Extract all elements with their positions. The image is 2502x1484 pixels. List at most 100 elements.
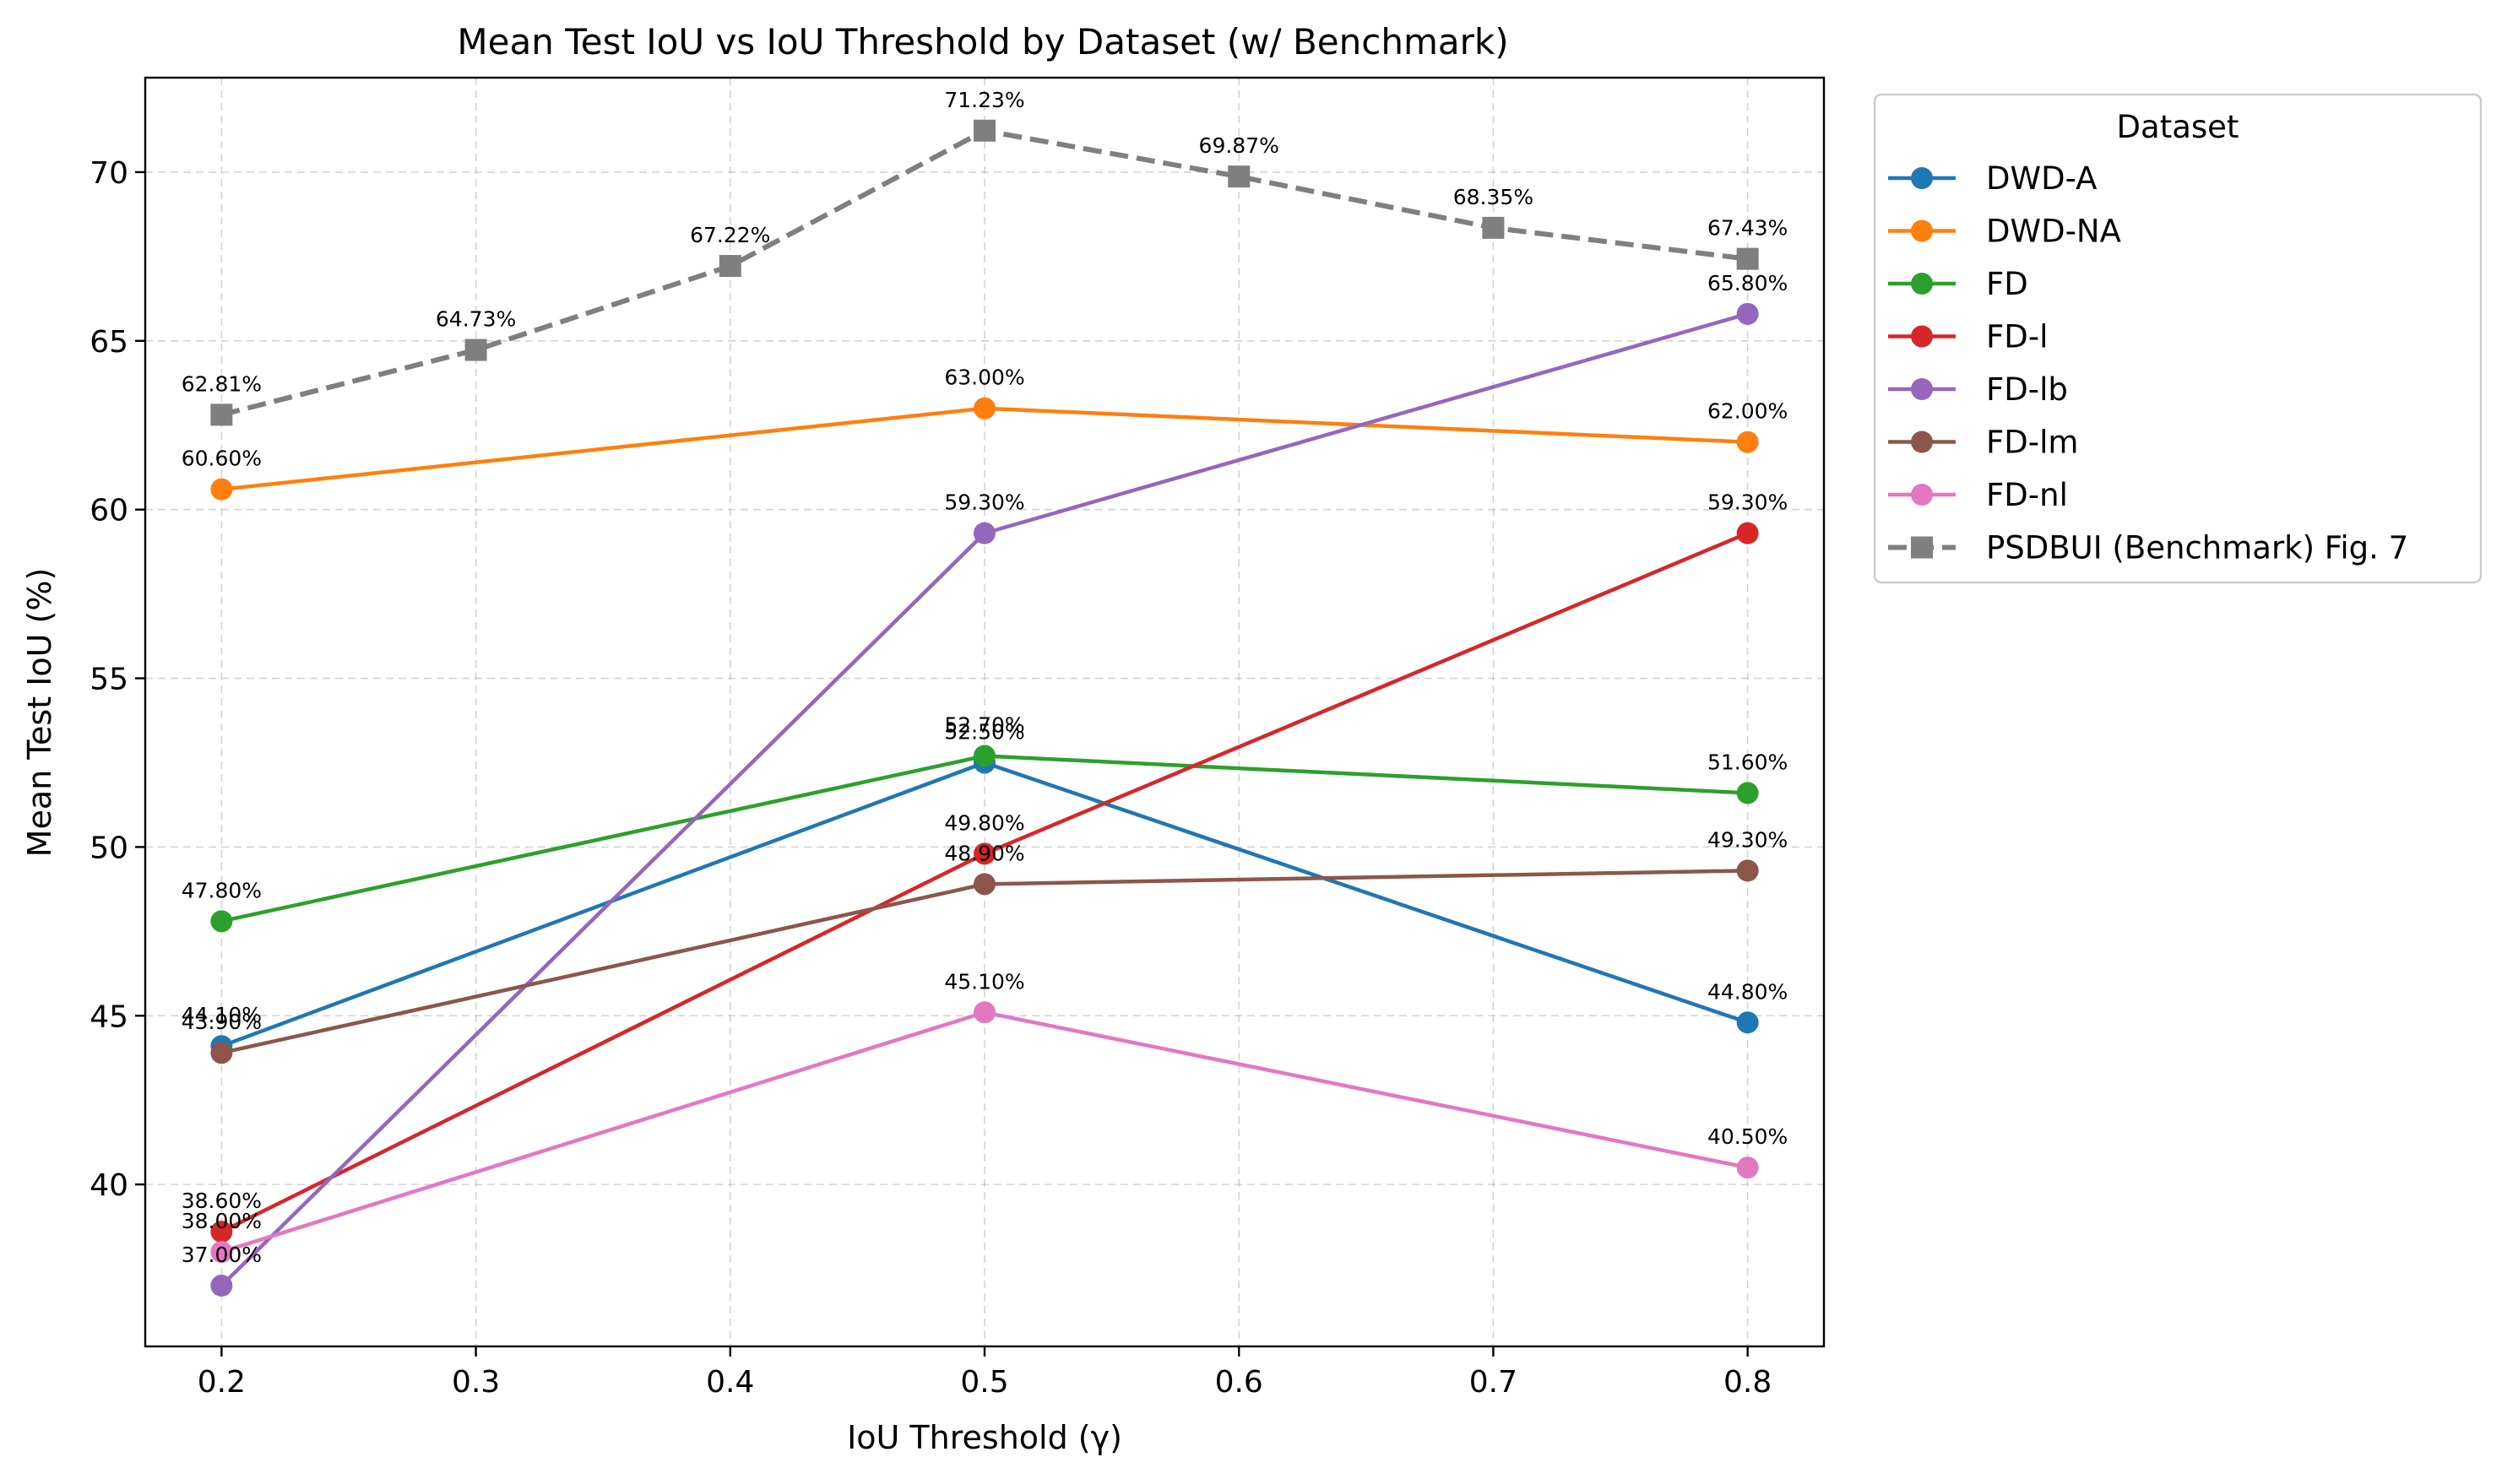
data-label: 44.80% [1707, 979, 1788, 1004]
data-point [974, 522, 996, 544]
legend-item: DWD-NA [1888, 214, 2121, 250]
legend-item: FD-nl [1888, 477, 2068, 513]
data-point [974, 1001, 996, 1024]
data-label: 62.00% [1707, 399, 1788, 424]
data-labels: 44.10% 52.50% 44.80% 60.60% 63.00% 62.00% 47.8… [182, 88, 1788, 1267]
data-point [974, 745, 996, 767]
legend-label: DWD-A [1986, 160, 2097, 197]
data-label: 48.90% [944, 841, 1024, 865]
x-tick-label: 0.5 [960, 1365, 1008, 1400]
legend-label: FD-l [1986, 319, 2048, 355]
legend-swatch-marker [1911, 484, 1933, 506]
data-label: 40.50% [1707, 1124, 1788, 1149]
y-tick-label: 45 [90, 999, 128, 1034]
data-label: 49.80% [944, 810, 1024, 835]
data-label: 44.10% [182, 1003, 262, 1027]
y-axis: 40 45 50 55 60 65 70 [90, 156, 145, 1203]
data-point [1228, 165, 1251, 188]
x-tick-label: 0.6 [1215, 1365, 1263, 1400]
y-tick-label: 70 [90, 156, 128, 191]
data-label: 67.43% [1707, 216, 1788, 241]
data-point [974, 397, 996, 420]
data-label: 51.60% [1707, 750, 1788, 774]
y-tick-label: 55 [90, 663, 128, 697]
legend-label: FD [1986, 266, 2028, 302]
data-point [974, 842, 996, 865]
legend-label: FD-lm [1986, 425, 2078, 461]
legend-items: DWD-A DWD-NA FD FD-l FD-lb FD-lm FD-nl PSDBUI (… [1888, 160, 2408, 566]
data-label: 45.10% [944, 969, 1024, 994]
data-point [1736, 522, 1759, 544]
legend-swatch-marker [1911, 431, 1933, 453]
y-tick-label: 40 [90, 1168, 128, 1203]
legend-item: DWD-A [1888, 160, 2097, 197]
x-axis: 0.2 0.3 0.4 0.5 0.6 0.7 0.8 [198, 1346, 1772, 1400]
legend-title: Dataset [2117, 109, 2239, 145]
y-axis-label: Mean Test IoU (%) [21, 568, 58, 858]
data-point [974, 119, 996, 142]
legend-item: FD-l [1888, 319, 2048, 355]
data-point [1736, 1011, 1759, 1034]
y-tick-label: 65 [90, 325, 128, 360]
legend-item: PSDBUI (Benchmark) Fig. 7 [1888, 530, 2408, 566]
data-point [210, 1241, 233, 1264]
data-point [210, 478, 233, 501]
series-3 [210, 522, 1759, 1243]
legend-label: FD-nl [1986, 477, 2068, 513]
data-point [1736, 247, 1759, 270]
data-label: 63.00% [944, 366, 1024, 390]
legend-label: DWD-NA [1986, 214, 2121, 250]
data-point [210, 1275, 233, 1297]
data-point [210, 403, 233, 426]
legend-swatch-marker [1911, 167, 1933, 189]
data-label: 52.70% [944, 712, 1024, 737]
series-2 [210, 745, 1759, 933]
data-point [210, 1221, 233, 1243]
series-6 [210, 1001, 1759, 1264]
x-tick-label: 0.7 [1469, 1365, 1517, 1400]
data-label: 59.30% [1707, 490, 1788, 515]
data-label: 52.50% [944, 719, 1024, 744]
data-label: 59.30% [944, 490, 1024, 515]
data-label: 49.30% [1707, 827, 1788, 852]
data-point [1736, 859, 1759, 882]
data-label: 64.73% [436, 307, 516, 332]
data-label: 67.22% [690, 223, 770, 247]
legend-label: FD-lb [1986, 371, 2068, 408]
x-tick-label: 0.3 [452, 1365, 500, 1400]
data-label: 62.81% [182, 371, 262, 396]
data-point [719, 255, 741, 278]
data-label: 71.23% [944, 88, 1024, 112]
data-point [1736, 782, 1759, 804]
data-label: 38.60% [182, 1189, 262, 1213]
data-point [1736, 302, 1759, 325]
y-tick-label: 60 [90, 494, 128, 528]
data-label: 65.80% [1707, 271, 1788, 295]
legend-item: FD-lm [1888, 425, 2078, 461]
data-point [464, 339, 487, 361]
y-tick-label: 50 [90, 831, 128, 865]
data-point [210, 1042, 233, 1064]
x-tick-label: 0.2 [198, 1365, 246, 1400]
data-point [1736, 431, 1759, 453]
legend-item: FD [1888, 266, 2028, 302]
data-point [974, 873, 996, 896]
legend-swatch-marker [1911, 325, 1933, 348]
legend-frame [1873, 93, 2483, 584]
data-label: 47.80% [182, 878, 262, 902]
data-label: 43.90% [182, 1010, 262, 1034]
data-point [210, 910, 233, 933]
legend-swatch-marker [1911, 219, 1933, 242]
series-4 [210, 302, 1759, 1297]
data-point [1736, 1156, 1759, 1179]
data-label: 38.00% [182, 1209, 262, 1233]
x-tick-label: 0.4 [706, 1365, 754, 1400]
legend-swatch-marker [1911, 536, 1933, 559]
series-1 [210, 397, 1759, 501]
chart-title: Mean Test IoU vs IoU Threshold by Datase… [457, 21, 1508, 62]
legend: Dataset DWD-A DWD-NA FD FD-l FD-lb FD-lm FD-nl… [1873, 93, 2483, 584]
data-label: 69.87% [1199, 133, 1279, 158]
data-label: 68.35% [1453, 185, 1533, 209]
x-axis-label: IoU Threshold (γ) [847, 1419, 1122, 1456]
